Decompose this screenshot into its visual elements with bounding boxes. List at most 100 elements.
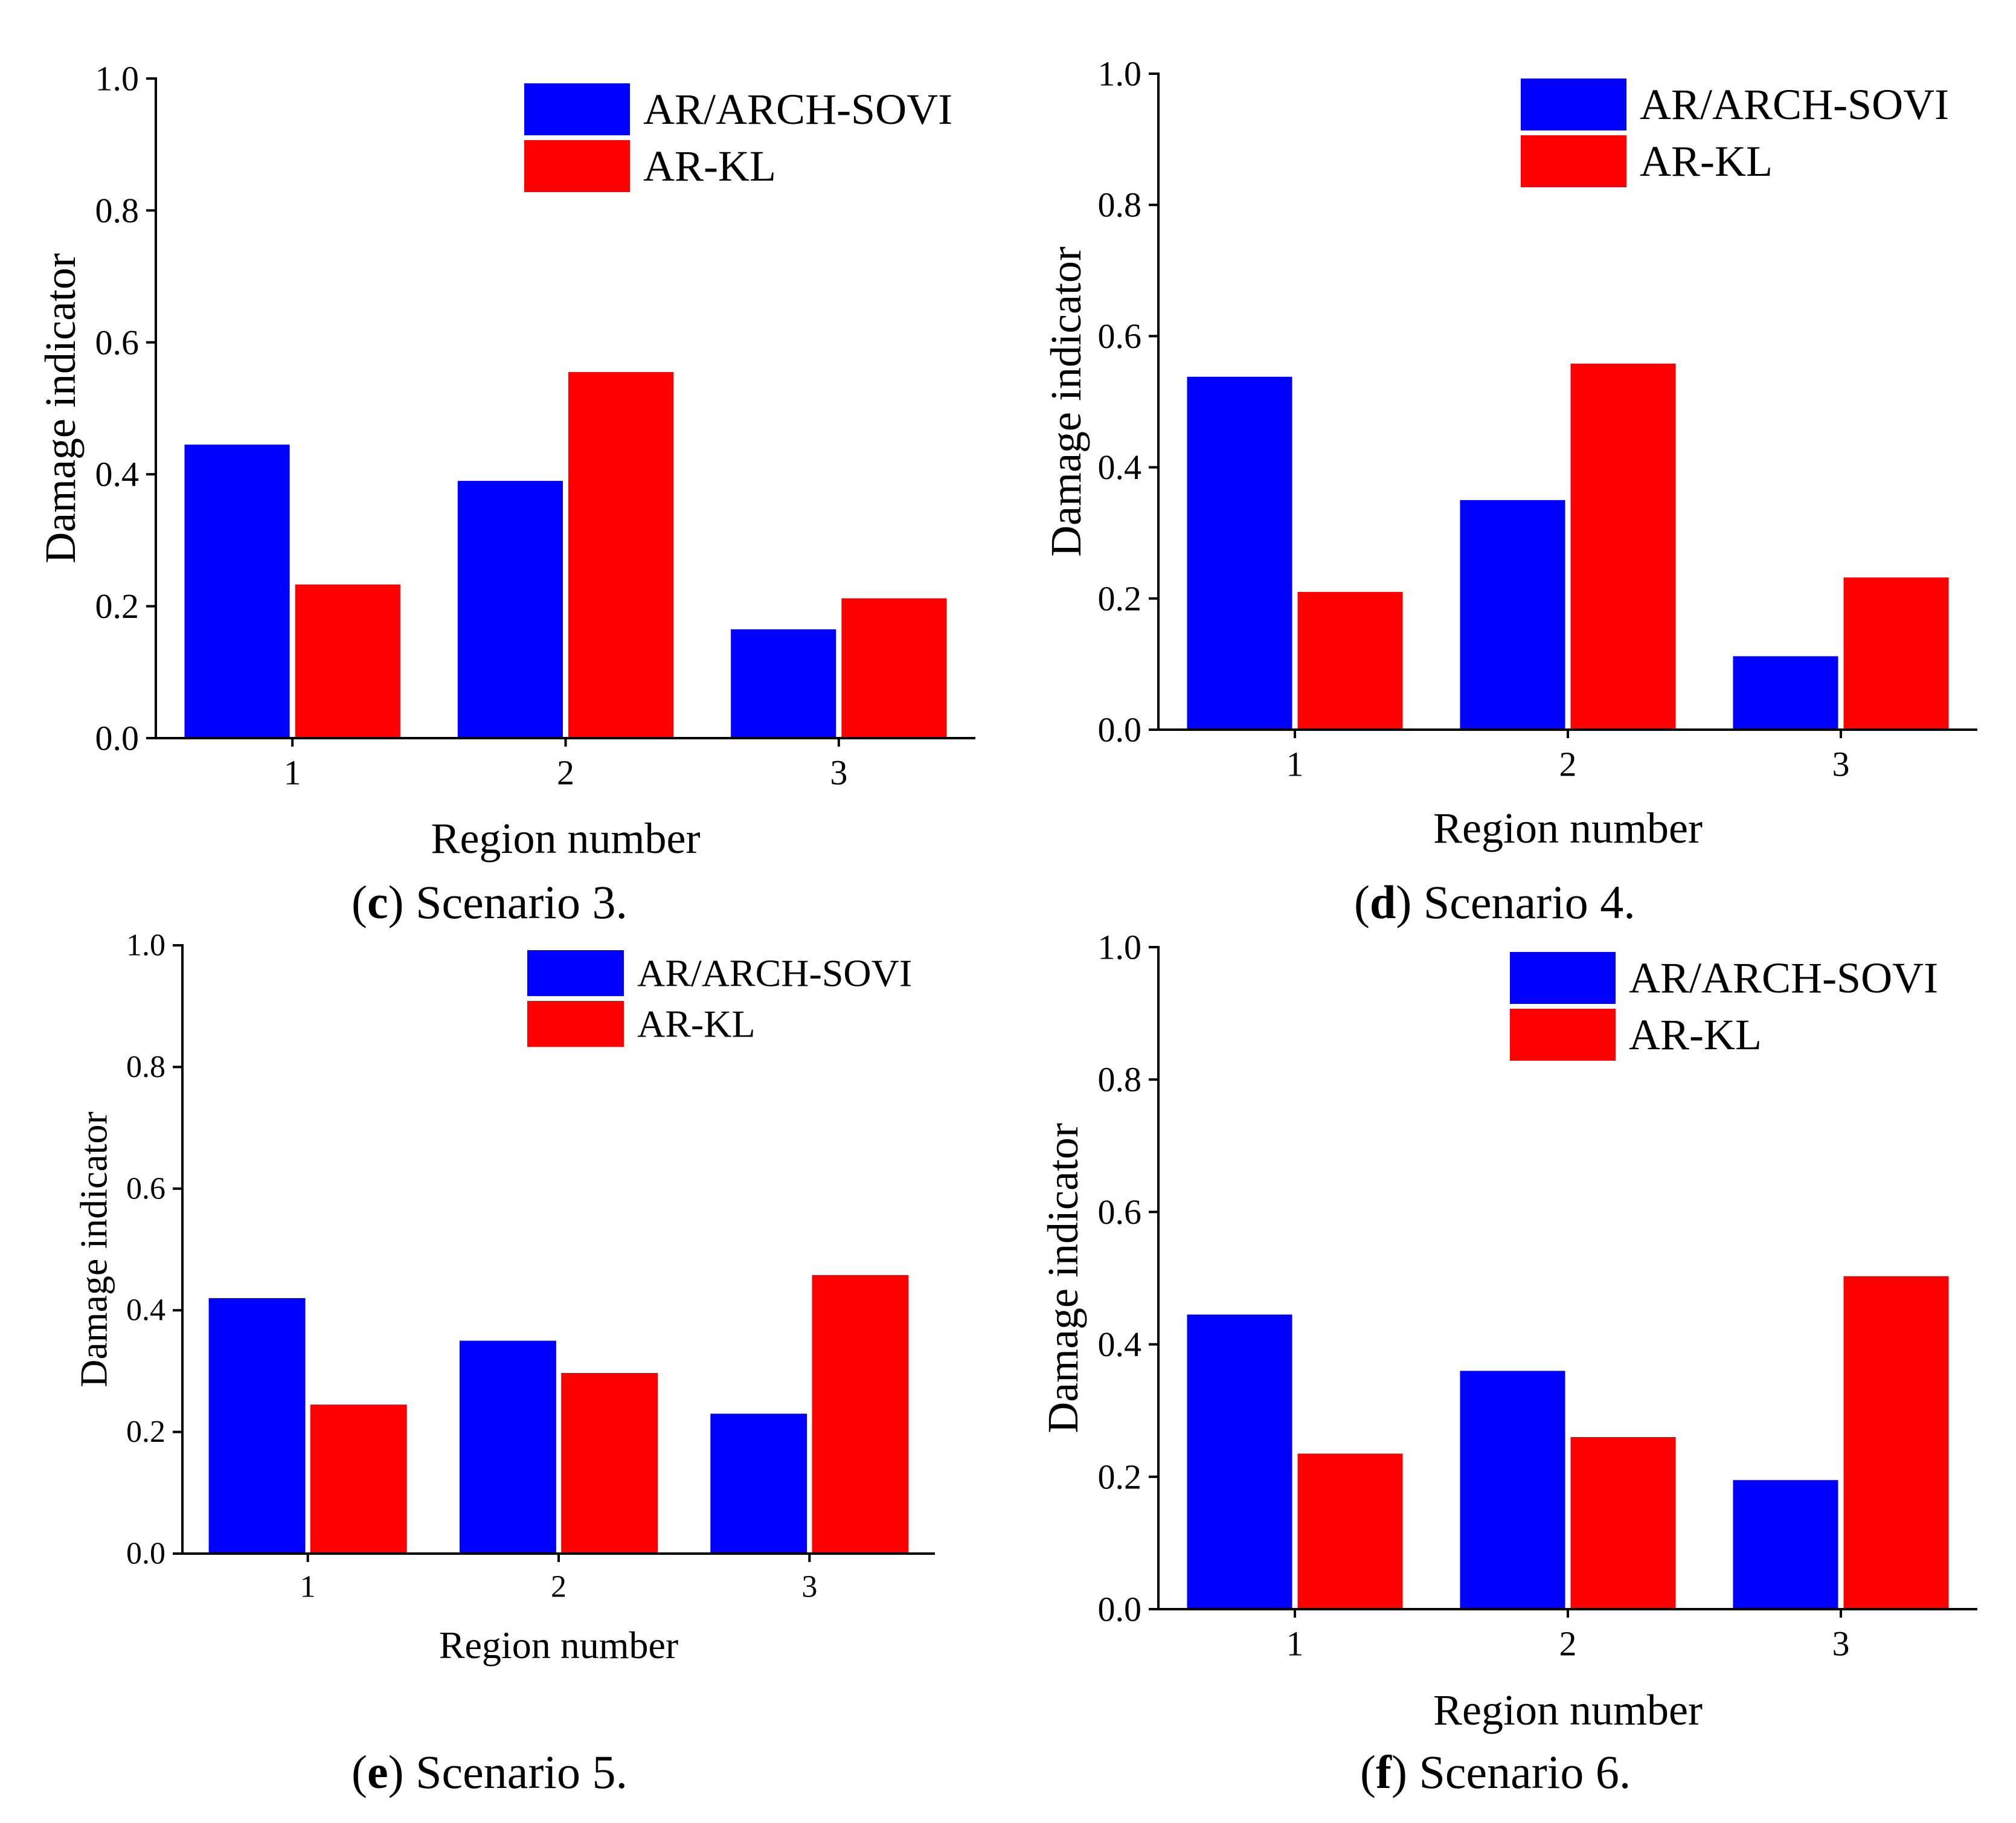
x-tick-label-f-2: 2 (1559, 1624, 1577, 1663)
chart-panel-e: 0.0 0.2 0.4 0.6 0.8 1.0 1 2 3 Region number Damage… (72, 928, 935, 1798)
legend-label-f-s2: AR-KL (1629, 1011, 1762, 1059)
x-tick-label-c-3: 3 (830, 753, 847, 792)
x-tick-label-c-1: 1 (284, 753, 301, 792)
chart-panel-d: 0.0 0.2 0.4 0.6 0.8 1.0 1 2 3 Region number Damage… (0, 0, 2016, 926)
legend-swatch-c-s2 (524, 140, 630, 192)
x-tick-label-e-1: 1 (300, 1570, 316, 1604)
caption-d-letter: d (1369, 876, 1396, 928)
y-tick-label-c-0.0: 0.0 (95, 719, 140, 758)
x-axis-title-f: Region number (1433, 1686, 1703, 1734)
legend-swatch-c-s1 (524, 83, 630, 135)
caption-c-text: Scenario 3. (403, 876, 628, 928)
bar-c-s1-region-1 (184, 445, 290, 738)
x-tick-label-f-3: 3 (1832, 1624, 1850, 1663)
y-axis-title-c: Damage indicator (36, 253, 85, 564)
caption-e: (e) Scenario 5. (352, 1746, 628, 1798)
bar-c-s2-region-1 (295, 584, 400, 738)
y-tick-label-e-0.8: 0.8 (126, 1050, 165, 1084)
x-tick-label-f-1: 1 (1286, 1624, 1304, 1663)
bar-e-s1-region-1 (208, 1298, 306, 1554)
caption-d-text: Scenario 4. (1411, 876, 1636, 928)
y-tick-label-c-0.2: 0.2 (95, 587, 140, 626)
chart-d-svg: 0.0 0.2 0.4 0.6 0.8 1.0 1 2 3 Region number Damage… (1042, 54, 1977, 852)
legend-swatch-e-s2 (527, 1001, 624, 1047)
bar-e-s2-region-3 (812, 1275, 909, 1554)
bar-d-s2-region-2 (1570, 364, 1676, 730)
x-tick-label-e-3: 3 (801, 1570, 817, 1604)
chart-e-svg: 0.0 0.2 0.4 0.6 0.8 1.0 1 2 3 Region number Damage… (72, 928, 935, 1667)
y-tick-label-f-0.4: 0.4 (1098, 1325, 1142, 1364)
y-tick-label-e-0.6: 0.6 (126, 1171, 165, 1206)
bar-c-s2-region-2 (568, 371, 674, 738)
bar-d-s1-region-3 (1733, 656, 1838, 730)
y-tick-label-c-1.0: 1.0 (95, 59, 140, 98)
caption-c-letter: c (367, 876, 388, 928)
bar-d-s1-region-2 (1460, 500, 1565, 730)
legend-label-f-s1: AR/ARCH-SOVI (1629, 954, 1938, 1002)
y-tick-label-e-0.0: 0.0 (126, 1537, 165, 1571)
caption-f-text: Scenario 6. (1407, 1746, 1631, 1798)
bar-e-s1-region-3 (710, 1413, 807, 1554)
legend-label-d-s1: AR/ARCH-SOVI (1640, 80, 1949, 129)
legend-label-e-s1: AR/ARCH-SOVI (637, 952, 912, 995)
y-tick-label-f-1.0: 1.0 (1098, 928, 1142, 967)
y-tick-label-f-0.6: 0.6 (1098, 1192, 1142, 1232)
y-axis-title-f: Damage indicator (1039, 1123, 1087, 1433)
x-tick-label-e-2: 2 (551, 1570, 567, 1604)
y-tick-label-f-0.8: 0.8 (1098, 1060, 1142, 1099)
x-axis-title-e: Region number (439, 1624, 678, 1667)
legend-label-c-s1: AR/ARCH-SOVI (643, 85, 952, 133)
y-axis-title-d: Damage indicator (1042, 246, 1090, 557)
bar-f-s1-region-3 (1733, 1480, 1838, 1609)
y-tick-label-c-0.4: 0.4 (95, 455, 140, 494)
bar-e-s2-region-2 (561, 1372, 658, 1554)
bar-d-s2-region-1 (1297, 591, 1403, 730)
bar-f-s2-region-1 (1297, 1453, 1403, 1609)
y-tick-label-d-0.6: 0.6 (1098, 317, 1142, 356)
legend-swatch-e-s1 (527, 950, 624, 996)
y-axis-title-e: Damage indicator (72, 1111, 115, 1387)
legend-swatch-d-s1 (1521, 79, 1626, 130)
x-axis-title-d: Region number (1433, 804, 1703, 852)
legend-swatch-f-s2 (1510, 1009, 1616, 1061)
bar-d-s2-region-3 (1843, 577, 1949, 730)
legend-swatch-f-s1 (1510, 952, 1616, 1004)
bar-f-s1-region-2 (1460, 1371, 1565, 1609)
x-axis-title-c: Region number (431, 814, 701, 863)
y-tick-label-f-0.0: 0.0 (1098, 1590, 1142, 1629)
legend-label-e-s2: AR-KL (637, 1003, 756, 1046)
bar-f-s1-region-1 (1187, 1314, 1292, 1609)
x-tick-label-d-1: 1 (1286, 744, 1304, 783)
bar-e-s2-region-1 (310, 1404, 407, 1554)
caption-e-text: Scenario 5. (403, 1746, 628, 1798)
caption-d: (d) Scenario 4. (1354, 876, 1636, 928)
y-tick-label-c-0.6: 0.6 (95, 323, 140, 362)
y-tick-label-c-0.8: 0.8 (95, 191, 140, 230)
y-tick-label-d-1.0: 1.0 (1098, 54, 1142, 94)
y-tick-label-e-0.2: 0.2 (126, 1415, 165, 1449)
bar-f-s2-region-2 (1570, 1437, 1676, 1609)
y-tick-label-e-1.0: 1.0 (126, 928, 165, 963)
caption-c: (c) Scenario 3. (352, 876, 628, 928)
y-tick-label-d-0.8: 0.8 (1098, 185, 1142, 225)
x-tick-label-c-2: 2 (557, 753, 574, 792)
chart-c-svg: 0.0 0.2 0.4 0.6 0.8 1.0 1 2 3 Region number Damage… (36, 59, 975, 863)
x-tick-label-d-2: 2 (1559, 744, 1577, 783)
y-tick-label-d-0.0: 0.0 (1098, 710, 1142, 750)
bar-c-s1-region-3 (731, 629, 836, 738)
bar-d-s1-region-1 (1187, 376, 1292, 730)
x-tick-label-d-3: 3 (1832, 744, 1850, 783)
caption-e-letter: e (367, 1746, 388, 1798)
y-tick-label-f-0.2: 0.2 (1098, 1457, 1142, 1496)
bar-c-s2-region-3 (841, 598, 947, 738)
y-tick-label-e-0.4: 0.4 (126, 1293, 165, 1328)
bar-f-s2-region-3 (1843, 1276, 1949, 1609)
bar-c-s1-region-2 (457, 481, 563, 738)
y-tick-label-d-0.4: 0.4 (1098, 448, 1142, 487)
y-tick-label-d-0.2: 0.2 (1098, 579, 1142, 618)
bar-e-s1-region-2 (459, 1340, 556, 1554)
legend-swatch-d-s2 (1521, 135, 1626, 187)
legend-label-d-s2: AR-KL (1640, 137, 1773, 185)
